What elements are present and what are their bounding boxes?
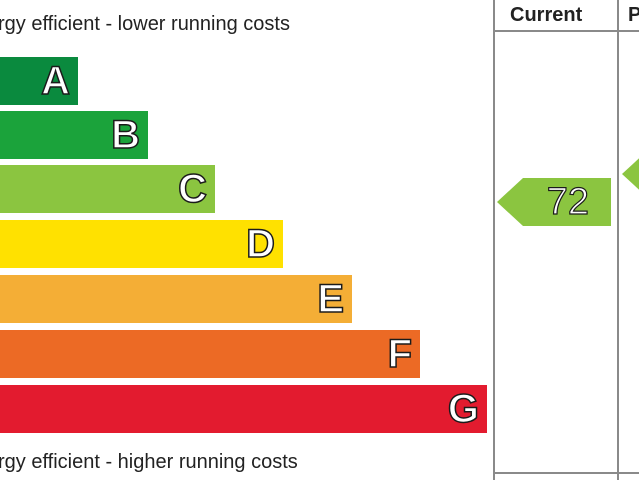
column-divider-left xyxy=(493,0,495,480)
band-e: E xyxy=(0,275,352,323)
current-column-header: Current xyxy=(510,4,583,26)
band-letter-c: C xyxy=(177,167,207,211)
band-f: F xyxy=(0,330,420,378)
band-c: C xyxy=(0,165,215,213)
band-letter-a: A xyxy=(40,59,70,103)
column-divider-right xyxy=(617,0,619,480)
current-rating-value: 72 xyxy=(546,181,589,223)
potential-rating-arrow xyxy=(622,150,639,198)
current-rating-arrow: 72 xyxy=(497,178,611,226)
header-divider xyxy=(495,30,639,32)
band-letter-g: G xyxy=(447,387,480,431)
footer-divider xyxy=(495,472,639,474)
band-letter-f: F xyxy=(387,332,413,376)
potential-column-header: P xyxy=(628,4,639,26)
band-letter-e: E xyxy=(317,277,345,321)
band-letter-d: D xyxy=(245,222,275,266)
bottom-caption: rgy efficient - higher running costs xyxy=(0,451,298,473)
band-g: G xyxy=(0,385,487,433)
band-letter-b: B xyxy=(110,113,140,157)
band-d: D xyxy=(0,220,283,268)
band-b: B xyxy=(0,111,148,159)
band-a: A xyxy=(0,57,78,105)
top-caption: rgy efficient - lower running costs xyxy=(0,13,290,35)
